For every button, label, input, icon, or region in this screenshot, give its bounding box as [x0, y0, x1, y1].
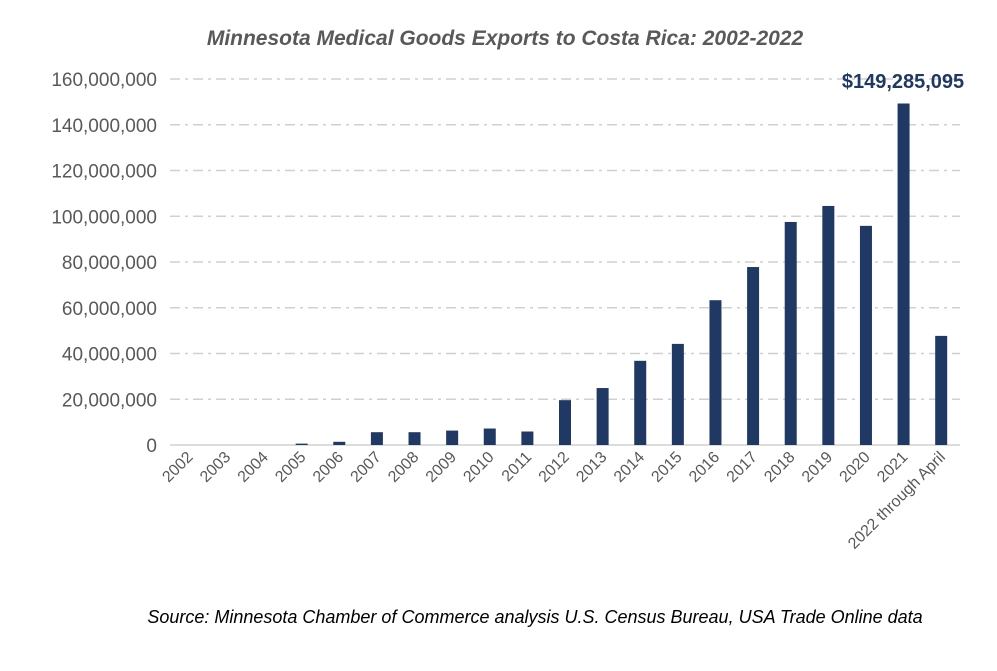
x-tick-label: 2004 — [235, 449, 272, 486]
x-tick-label: 2017 — [724, 449, 761, 486]
bar-2015 — [671, 343, 684, 445]
y-tick-label: 100,000,000 — [51, 207, 157, 228]
source-note: Source: Minnesota Chamber of Commerce an… — [147, 607, 922, 627]
bar-2012 — [559, 400, 571, 445]
x-tick-label: 2002 — [159, 449, 196, 486]
bar-2021 — [897, 103, 910, 445]
bar-2013 — [596, 388, 609, 445]
y-tick-label: 20,000,000 — [62, 390, 157, 411]
chart-title: Minnesota Medical Goods Exports to Costa… — [207, 27, 804, 50]
y-tick-label: 60,000,000 — [62, 299, 157, 320]
x-tick-label: 2007 — [348, 449, 385, 486]
bar-2020 — [859, 225, 872, 445]
x-tick-label: 2006 — [310, 449, 347, 486]
bar-2018 — [784, 221, 797, 445]
x-tick-label: 2013 — [573, 449, 610, 486]
y-tick-label: 120,000,000 — [51, 162, 157, 183]
bar-2009 — [446, 430, 459, 445]
y-tick-label: 80,000,000 — [62, 253, 157, 274]
x-tick-label: 2018 — [761, 449, 798, 486]
x-tick-label: 2010 — [460, 449, 497, 486]
x-tick-label: 2016 — [686, 449, 723, 486]
x-tick-label: 2003 — [197, 449, 234, 486]
y-tick-label: 0 — [146, 436, 157, 457]
y-tick-label: 160,000,000 — [51, 70, 157, 91]
x-tick-label: 2005 — [272, 449, 309, 486]
bar-2007 — [370, 432, 383, 445]
bar-2022 — [935, 335, 948, 445]
bar-2014 — [634, 360, 647, 445]
bar-2011 — [521, 431, 534, 445]
x-tick-label: 2009 — [423, 449, 460, 486]
x-tick-label: 2011 — [499, 449, 535, 485]
bar-2005 — [295, 443, 308, 445]
bar-2019 — [822, 205, 835, 445]
bar-2016 — [709, 300, 722, 445]
x-tick-label: 2020 — [837, 449, 874, 486]
bar-2006 — [333, 441, 346, 445]
bar-2017 — [747, 267, 760, 445]
x-tick-label: 2019 — [799, 449, 836, 486]
x-tick-label: 2012 — [536, 449, 573, 486]
x-tick-label: 2008 — [385, 449, 422, 486]
y-tick-label: 40,000,000 — [62, 345, 157, 366]
x-tick-label: 2014 — [611, 449, 648, 486]
max-value-label: $149,285,095 — [842, 71, 964, 93]
x-tick-label: 2015 — [648, 449, 685, 486]
y-tick-label: 140,000,000 — [51, 116, 157, 137]
bar-2010 — [483, 428, 496, 445]
bar-2008 — [408, 432, 421, 445]
